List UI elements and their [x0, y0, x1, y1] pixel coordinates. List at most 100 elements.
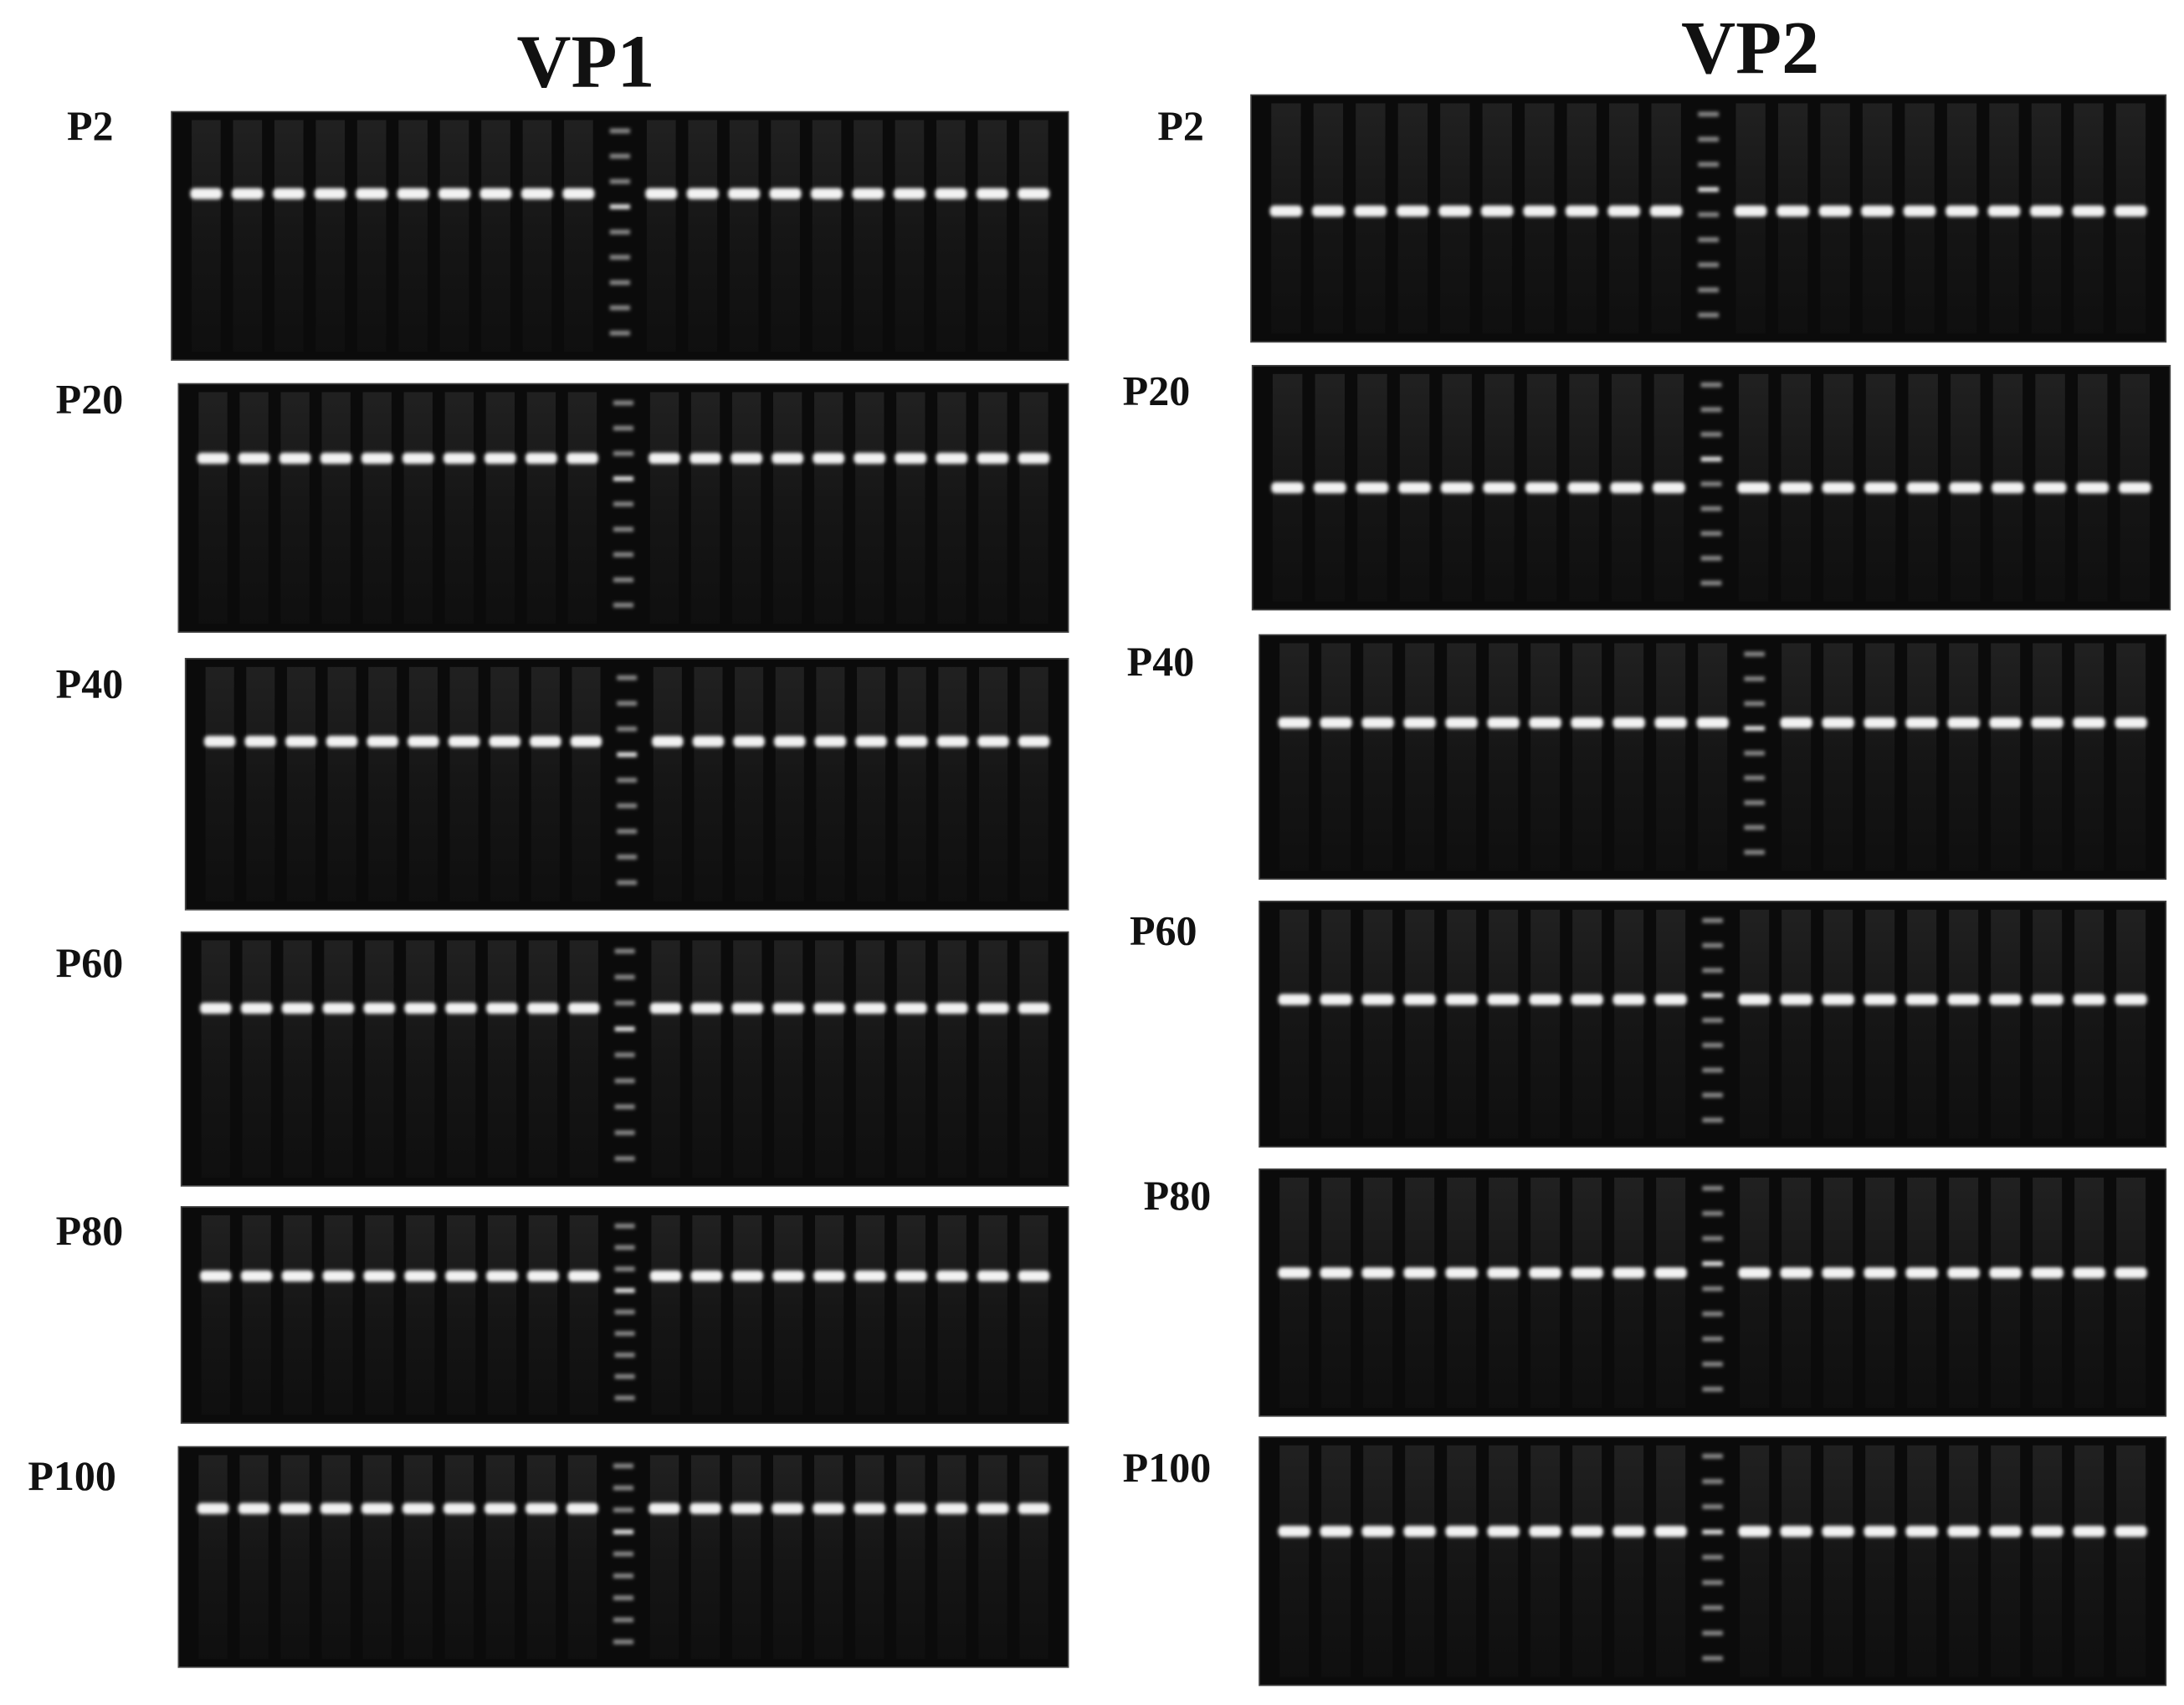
- gel-band: [1278, 1525, 1310, 1538]
- ladder-band: [1702, 1504, 1723, 1510]
- gel-lane: [564, 120, 593, 352]
- gel-band: [1987, 205, 2021, 217]
- ladder-band: [1698, 136, 1720, 142]
- gel-lane: [365, 940, 394, 1178]
- gel-band: [356, 187, 388, 200]
- ladder-band: [1700, 382, 1722, 388]
- gel-lane: [1989, 103, 2019, 334]
- gel-band: [1529, 1525, 1561, 1538]
- gel-lane: [198, 1455, 228, 1659]
- gel-lane: [365, 1215, 394, 1415]
- panel-label: P20: [56, 376, 124, 423]
- gel-lane: [1782, 1445, 1812, 1677]
- gel-band: [1571, 716, 1603, 729]
- gel-lane: [403, 1455, 433, 1659]
- gel-band: [2031, 994, 2064, 1005]
- ladder-band: [617, 854, 638, 860]
- gel-lane: [531, 666, 560, 901]
- ladder-band: [1700, 556, 1722, 561]
- gel-band: [1312, 205, 1345, 217]
- gel-lane: [2033, 909, 2063, 1139]
- gel-band: [977, 736, 1009, 747]
- gel-lane: [855, 940, 885, 1178]
- gel-lane: [1651, 103, 1681, 334]
- ladder-band: [614, 1352, 635, 1358]
- gel-lane: [324, 1215, 353, 1415]
- gel-lane: [1656, 909, 1686, 1139]
- ladder-band: [1702, 993, 1723, 999]
- gel-background: [184, 658, 1069, 911]
- gel-band: [408, 736, 439, 747]
- gel-lane: [522, 120, 552, 352]
- gel-band: [2073, 1267, 2105, 1279]
- ladder-band: [614, 1395, 635, 1401]
- gel-lane: [408, 666, 438, 901]
- gel-band: [977, 1270, 1009, 1282]
- gel-band: [1018, 452, 1050, 465]
- gel-lane: [1865, 1177, 1895, 1408]
- gel-band: [1738, 1525, 1771, 1538]
- gel-lane: [2031, 103, 2062, 334]
- gel-lane: [362, 1455, 392, 1659]
- gel-lane: [283, 940, 312, 1178]
- gel-band: [895, 452, 927, 465]
- gel-background: [177, 1446, 1069, 1668]
- gel-band: [567, 1502, 598, 1514]
- gel-band: [1445, 1525, 1478, 1538]
- gel-lane: [242, 1215, 271, 1415]
- gel-band: [652, 736, 684, 747]
- ladder-band: [1700, 481, 1722, 487]
- gel-lane: [1566, 103, 1597, 334]
- gel-lane: [1991, 909, 2021, 1139]
- ladder-band: [613, 1639, 634, 1645]
- ladder-band: [614, 1245, 635, 1251]
- ladder-band: [1702, 917, 1723, 923]
- gel-band: [520, 187, 553, 200]
- gel-lane: [485, 392, 515, 624]
- gel-lane: [239, 392, 269, 624]
- ladder-band: [614, 1374, 635, 1379]
- gel-lane: [690, 392, 720, 624]
- gel-lane: [814, 392, 843, 624]
- gel-band: [731, 1270, 764, 1282]
- gel-lane: [735, 666, 764, 901]
- gel-lane: [733, 940, 762, 1178]
- panel-label: P40: [1127, 638, 1195, 685]
- gel-band: [1822, 994, 1854, 1005]
- gel-lane: [896, 1455, 925, 1659]
- ladder-band: [1702, 1605, 1723, 1610]
- gel-lane: [485, 1455, 515, 1659]
- gel-band: [1989, 1525, 2022, 1538]
- gel-lane: [1823, 1445, 1853, 1677]
- gel-lane: [2074, 103, 2104, 334]
- gel-lane: [1572, 1445, 1602, 1677]
- gel-band: [443, 1502, 475, 1514]
- gel-band: [530, 736, 561, 747]
- gel-band: [1947, 1525, 1980, 1538]
- gel-background: [180, 931, 1069, 1187]
- ladder-band: [613, 577, 634, 583]
- gel-lane: [444, 392, 474, 624]
- ladder-band: [1700, 407, 1722, 413]
- gel-lane: [651, 1215, 680, 1415]
- gel-band: [1947, 994, 1980, 1005]
- gel-band: [854, 1270, 886, 1282]
- gel-lane: [1820, 103, 1850, 334]
- gel-background: [1251, 365, 2171, 611]
- panel-label: P100: [28, 1452, 116, 1499]
- gel-lane: [1279, 1177, 1310, 1408]
- gel-lane: [896, 392, 925, 624]
- gel-band: [1905, 1267, 1938, 1279]
- ladder-band: [1702, 1286, 1723, 1292]
- gel-band: [1018, 1002, 1050, 1014]
- gel-lane: [528, 940, 557, 1178]
- ladder-band: [614, 1331, 635, 1337]
- gel-band: [1361, 1267, 1394, 1279]
- gel-lane: [2116, 1177, 2146, 1408]
- gel-lane: [1907, 909, 1937, 1139]
- gel-band: [1398, 482, 1431, 494]
- gel-band: [813, 452, 845, 465]
- gel-band: [1947, 716, 1980, 729]
- gel-background: [171, 110, 1069, 362]
- gel-lane: [937, 940, 966, 1178]
